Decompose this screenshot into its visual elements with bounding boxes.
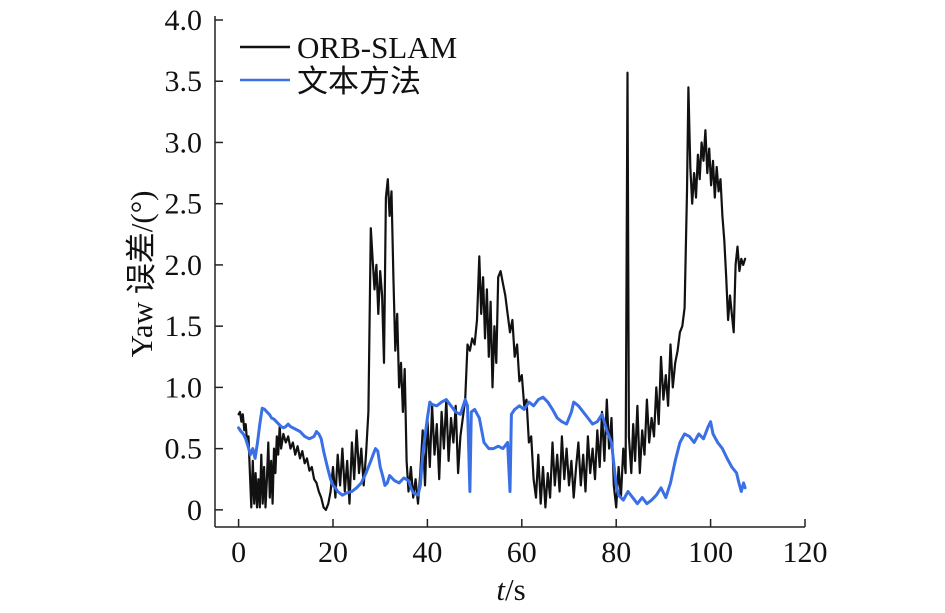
x-tick-label: 120 [783,536,828,569]
y-tick-label: 3.0 [165,126,203,159]
legend-label-text-method: 文本方法 [297,64,421,99]
x-axis-label: t/s [496,572,525,607]
axes [214,16,805,528]
y-tick-label: 0 [187,494,202,527]
y-tick-label: 2.5 [165,188,203,221]
series-lines [237,71,747,511]
series-line-orb-slam [237,71,747,511]
y-tick-label: 3.5 [165,65,203,98]
y-tick-label: 4.0 [165,4,203,37]
y-tick-label: 0.5 [165,433,203,466]
x-tick-label: 0 [231,536,246,569]
x-tick-label: 80 [601,536,631,569]
x-tick-label: 100 [688,536,733,569]
series-line-text-method [237,395,747,506]
y-ticks: 0 0.5 1.0 1.5 2.0 2.5 3.0 3.5 4.0 [165,4,223,527]
x-ticks: 0 20 40 60 80 100 120 [231,519,828,569]
x-tick-label: 60 [507,536,537,569]
x-tick-label: 20 [318,536,348,569]
y-tick-label: 1.5 [165,310,203,343]
x-tick-label: 40 [412,536,442,569]
legend: ORB-SLAM 文本方法 [240,30,457,99]
y-tick-label: 2.0 [165,249,203,282]
y-tick-label: 1.0 [165,371,203,404]
y-axis-label: Yaw 误差/(°) [124,191,159,358]
legend-label-orb-slam: ORB-SLAM [297,30,457,65]
